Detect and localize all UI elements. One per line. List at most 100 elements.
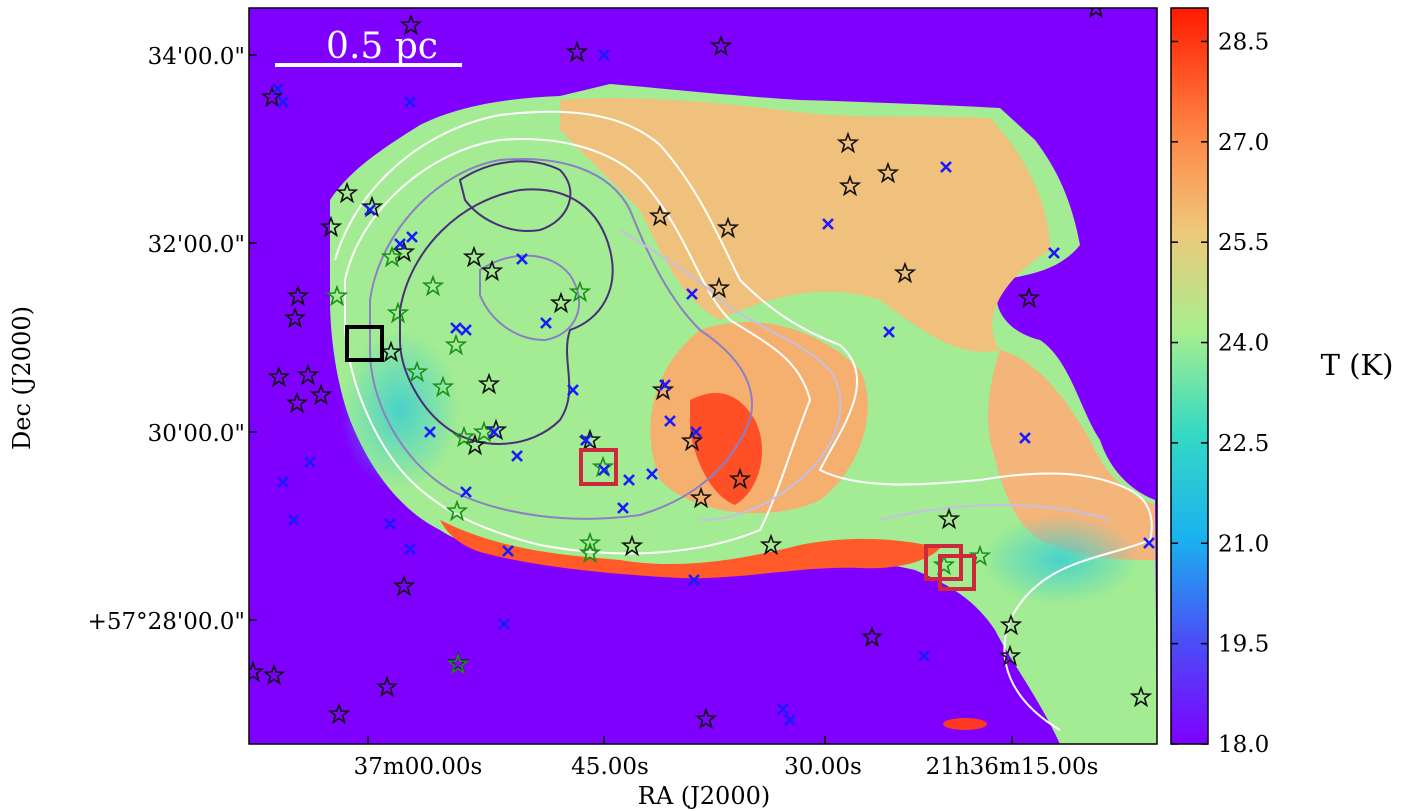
colorbar-ticks: 28.5 27.0 25.5 24.0 22.5 21.0 19.5 18.0 <box>1171 29 1269 758</box>
contour-white-inner <box>344 138 812 555</box>
black-star-marker <box>694 707 718 730</box>
blue-cross-marker <box>664 415 676 427</box>
blue-cross-markers <box>272 49 1155 726</box>
hot-spot-south <box>943 718 987 730</box>
blue-cross-marker <box>460 486 472 498</box>
green-star-marker <box>932 553 956 576</box>
black-star-marker <box>876 161 900 184</box>
y-axis-title: Dec (J2000) <box>8 306 36 450</box>
black-star-marker <box>319 215 343 238</box>
x-axis: 37m00.00s 45.00s 30.00s 21h36m15.00s RA … <box>354 736 1098 810</box>
blue-cross-marker <box>288 514 300 526</box>
blue-cross-marker <box>598 464 610 476</box>
black-star-marker <box>838 174 862 197</box>
green-star-marker <box>444 333 468 356</box>
black-star-marker <box>392 574 416 597</box>
cool-region-east <box>980 515 1140 605</box>
y-tick-label: 34'00.0" <box>148 44 245 70</box>
black-star-marker <box>998 644 1022 667</box>
green-star-marker <box>578 531 602 554</box>
black-star-marker <box>260 85 284 108</box>
black-star-marker <box>285 391 309 414</box>
blue-cross-marker <box>364 204 376 216</box>
blue-cross-marker <box>646 468 658 480</box>
blue-cross-marker <box>277 96 289 108</box>
black-star-marker <box>707 276 731 299</box>
red-box-1 <box>579 448 618 486</box>
black-star-marker <box>620 534 644 557</box>
blue-cross-marker <box>516 253 528 265</box>
blue-cross-marker <box>1143 537 1155 549</box>
black-star-marker <box>651 378 675 401</box>
colorbar: 28.5 27.0 25.5 24.0 22.5 21.0 19.5 18.0 T (K) <box>1170 7 1394 758</box>
blue-cross-marker <box>404 543 416 555</box>
black-star-marker <box>680 429 704 452</box>
blue-cross-marker <box>450 322 462 334</box>
black-star-marker <box>286 284 310 307</box>
colorbar-gradient <box>1170 7 1209 745</box>
warm-region-south <box>650 322 868 514</box>
blue-cross-marker <box>686 288 698 300</box>
y-tick-label: +57°28'00.0" <box>88 609 245 635</box>
black-star-marker <box>399 13 423 36</box>
contour-dark-1 <box>399 188 614 445</box>
black-star-marker <box>689 486 713 509</box>
green-star-markers <box>325 245 992 675</box>
blue-cross-marker <box>498 618 510 630</box>
black-star-marker <box>477 372 501 395</box>
y-axis: 34'00.0" 32'00.0" 30'00.0" +57°28'00.0" … <box>8 44 257 635</box>
black-star-marker <box>480 259 504 282</box>
cool-region-west <box>340 330 460 490</box>
blue-cross-marker <box>784 714 796 726</box>
blue-cross-marker <box>511 450 523 462</box>
x-axis-title: RA (J2000) <box>638 782 770 810</box>
x-tick-label: 45.00s <box>571 754 649 780</box>
blue-cross-marker <box>502 545 514 557</box>
x-tick-label: 37m00.00s <box>354 754 483 780</box>
red-box-2 <box>924 544 963 581</box>
blue-cross-marker <box>488 426 500 438</box>
red-box-3 <box>938 554 976 591</box>
hot-filament <box>690 392 763 505</box>
black-star-marker <box>249 660 265 683</box>
black-star-marker <box>267 365 291 388</box>
colorbar-tick-label: 22.5 <box>1218 431 1269 457</box>
colorbar-label: T (K) <box>1321 348 1394 382</box>
hot-rim-south <box>440 520 940 579</box>
blue-cross-marker <box>540 317 552 329</box>
blue-cross-marker <box>617 502 629 514</box>
plot-frame <box>248 7 1158 745</box>
blue-cross-marker <box>384 518 396 530</box>
blue-cross-marker <box>394 238 406 250</box>
black-star-marker <box>716 216 740 239</box>
black-star-marker <box>1088 8 1104 19</box>
warm-region-east <box>988 350 1155 560</box>
colorbar-tick-label: 18.0 <box>1218 732 1269 758</box>
blue-cross-marker <box>940 161 952 173</box>
black-star-marker <box>462 245 486 268</box>
x-tick-label: 30.00s <box>784 754 862 780</box>
contour-light-2 <box>879 503 1111 521</box>
blue-cross-marker <box>406 231 418 243</box>
contours <box>334 110 1153 731</box>
black-star-marker <box>648 204 672 227</box>
y-tick-label: 30'00.0" <box>148 421 245 447</box>
black-star-marker <box>327 702 351 725</box>
black-star-marker <box>379 340 403 363</box>
black-star-marker <box>335 181 359 204</box>
colorbar-tick-label: 28.5 <box>1218 29 1269 55</box>
blue-cross-marker <box>580 434 592 446</box>
colorbar-tick-label: 21.0 <box>1218 531 1269 557</box>
green-star-marker <box>421 274 445 297</box>
green-star-marker <box>568 280 592 303</box>
black-star-marker <box>309 383 333 406</box>
blue-cross-marker <box>598 49 610 61</box>
green-star-marker <box>405 360 429 383</box>
blue-cross-marker <box>688 574 700 586</box>
green-star-marker <box>452 425 476 448</box>
blue-cross-marker <box>690 426 702 438</box>
blue-cross-marker <box>277 476 289 488</box>
blue-cross-marker <box>424 426 436 438</box>
green-star-marker <box>325 284 349 307</box>
